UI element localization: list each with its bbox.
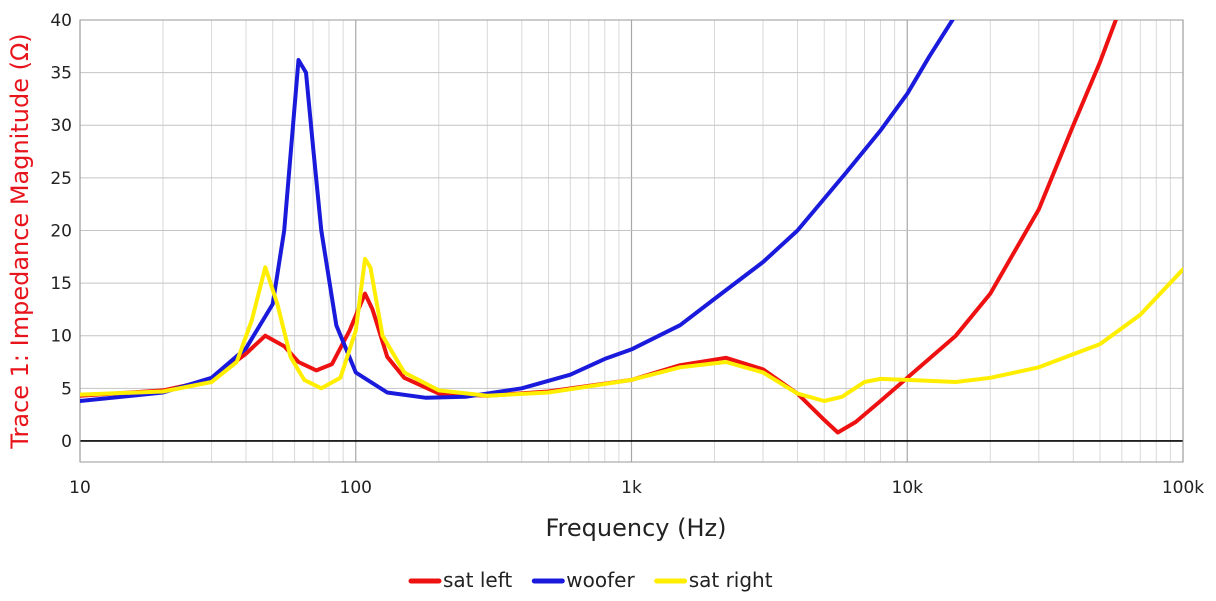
series-line-woofer (80, 20, 955, 403)
y-tick-labels: 0 5 10 15 20 25 30 35 40 (50, 11, 72, 452)
legend: sat left woofer sat right (408, 568, 773, 592)
legend-label: woofer (566, 568, 635, 592)
x-tick-label: 10 (69, 478, 91, 498)
x-tick-label: 1k (621, 478, 642, 498)
y-tick-label: 15 (50, 274, 72, 294)
y-tick-label: 40 (50, 11, 72, 31)
y-tick-label: 5 (61, 379, 72, 399)
x-axis-title: Frequency (Hz) (546, 514, 727, 542)
y-tick-label: 10 (50, 327, 72, 347)
y-axis-title: Trace 1: Impedance Magnitude (Ω) (6, 33, 34, 449)
x-tick-label: 100k (1162, 478, 1204, 498)
x-tick-label: 100 (340, 478, 372, 498)
x-tick-labels: 10 100 1k 10k 100k (69, 478, 1204, 498)
x-tick-label: 10k (892, 478, 924, 498)
y-tick-label: 30 (50, 116, 72, 136)
y-tick-label: 20 (50, 221, 72, 241)
series-group (80, 20, 1183, 435)
plot-border (79, 19, 1184, 463)
legend-label: sat left (443, 568, 512, 592)
legend-label: sat right (689, 568, 773, 592)
series-line-sat-right (80, 256, 1183, 403)
y-tick-label: 25 (50, 169, 72, 189)
y-tick-label: 0 (61, 432, 72, 452)
y-tick-label: 35 (50, 64, 72, 84)
